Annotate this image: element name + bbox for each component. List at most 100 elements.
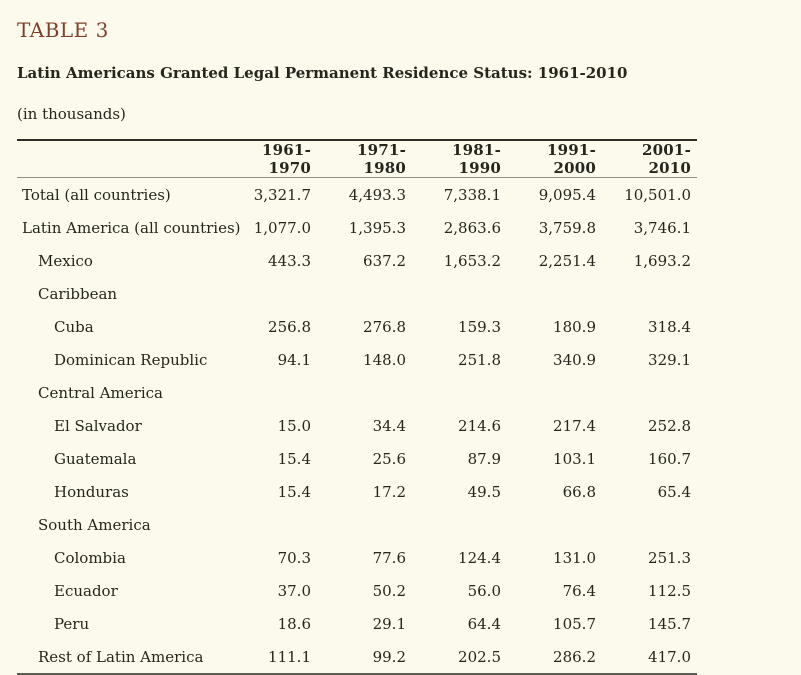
cell-value: 77.6 [372, 548, 406, 567]
cell-value: 180.9 [553, 317, 596, 336]
cell-value: 340.9 [553, 350, 596, 369]
column-header-2001-2010: 2001-2010 [602, 140, 697, 178]
cell-value: 15.4 [277, 482, 311, 501]
row-label: Ecuador [54, 581, 118, 600]
header-row: 1961-1970 1971-1980 1981-1990 1991-2000 … [17, 140, 697, 178]
cell-value: 18.6 [277, 614, 311, 633]
cell-value [602, 508, 697, 541]
cell-value: 3,746.1 [633, 218, 691, 237]
cell-value: 50.2 [372, 581, 406, 600]
cell-value: 637.2 [363, 251, 406, 270]
row-label: Peru [54, 614, 90, 633]
row-label: Colombia [54, 548, 126, 567]
table-row: Latin America (all countries) 1,077.0 1,39… [17, 211, 697, 244]
cell-value: 2,863.6 [443, 218, 501, 237]
row-label: Dominican Republic [54, 350, 208, 369]
cell-value: 1,653.2 [443, 251, 501, 270]
row-label: Latin America (all countries) [22, 218, 241, 237]
cell-value: 34.4 [372, 416, 406, 435]
table-subtitle: (in thousands) [17, 105, 126, 123]
cell-value [507, 277, 602, 310]
cell-value: 66.8 [562, 482, 596, 501]
cell-value [222, 376, 317, 409]
table-row: Total (all countries) 3,321.7 4,493.3 7,338… [17, 178, 697, 212]
row-label: Total (all countries) [22, 185, 171, 204]
cell-value: 443.3 [268, 251, 311, 270]
cell-value: 1,693.2 [633, 251, 691, 270]
cell-value: 286.2 [553, 647, 596, 666]
cell-value [507, 508, 602, 541]
table-row: Honduras 15.4 17.2 49.5 66.8 65.4 [17, 475, 697, 508]
cell-value: 7,338.1 [443, 185, 501, 204]
table-row: Caribbean [17, 277, 697, 310]
cell-value: 17.2 [372, 482, 406, 501]
table-row: Colombia 70.3 77.6 124.4 131.0 251.3 [17, 541, 697, 574]
cell-value [412, 277, 507, 310]
cell-value: 4,493.3 [348, 185, 406, 204]
cell-value: 103.1 [553, 449, 596, 468]
cell-value: 3,759.8 [538, 218, 596, 237]
row-label: South America [38, 515, 151, 534]
cell-value: 2,251.4 [538, 251, 596, 270]
cell-value: 56.0 [467, 581, 501, 600]
cell-value: 217.4 [553, 416, 596, 435]
cell-value: 15.4 [277, 449, 311, 468]
cell-value [602, 376, 697, 409]
cell-value: 145.7 [648, 614, 691, 633]
column-header-1991-2000: 1991-2000 [507, 140, 602, 178]
table-row: Mexico 443.3 637.2 1,653.2 2,251.4 1,693.2 [17, 244, 697, 277]
cell-value: 148.0 [363, 350, 406, 369]
column-header-blank [17, 140, 222, 178]
row-label: Mexico [38, 251, 93, 270]
column-header-1961-1970: 1961-1970 [222, 140, 317, 178]
table-row: Peru 18.6 29.1 64.4 105.7 145.7 [17, 607, 697, 640]
cell-value: 105.7 [553, 614, 596, 633]
table-row: El Salvador 15.0 34.4 214.6 217.4 252.8 [17, 409, 697, 442]
cell-value: 159.3 [458, 317, 501, 336]
cell-value: 417.0 [648, 647, 691, 666]
cell-value [317, 508, 412, 541]
cell-value [317, 376, 412, 409]
cell-value [412, 376, 507, 409]
cell-value: 3,321.7 [253, 185, 311, 204]
cell-value: 131.0 [553, 548, 596, 567]
cell-value: 99.2 [372, 647, 406, 666]
cell-value: 251.3 [648, 548, 691, 567]
row-label: Guatemala [54, 449, 137, 468]
cell-value [507, 376, 602, 409]
table-label: TABLE 3 [17, 18, 109, 42]
cell-value [222, 277, 317, 310]
cell-value: 276.8 [363, 317, 406, 336]
cell-value: 94.1 [277, 350, 311, 369]
cell-value: 87.9 [467, 449, 501, 468]
cell-value: 318.4 [648, 317, 691, 336]
cell-value: 111.1 [268, 647, 311, 666]
row-label: Cuba [54, 317, 94, 336]
cell-value: 49.5 [467, 482, 501, 501]
cell-value: 64.4 [467, 614, 501, 633]
row-label: Central America [38, 383, 163, 402]
cell-value: 9,095.4 [538, 185, 596, 204]
cell-value: 15.0 [277, 416, 311, 435]
cell-value: 160.7 [648, 449, 691, 468]
table-row: Cuba 256.8 276.8 159.3 180.9 318.4 [17, 310, 697, 343]
cell-value: 29.1 [372, 614, 406, 633]
table-row: Central America [17, 376, 697, 409]
cell-value: 252.8 [648, 416, 691, 435]
cell-value [317, 277, 412, 310]
cell-value: 1,077.0 [253, 218, 311, 237]
column-header-1981-1990: 1981-1990 [412, 140, 507, 178]
cell-value: 251.8 [458, 350, 501, 369]
table-row: Rest of Latin America 111.1 99.2 202.5 286.2… [17, 640, 697, 674]
table-row: Ecuador 37.0 50.2 56.0 76.4 112.5 [17, 574, 697, 607]
table-body: Total (all countries) 3,321.7 4,493.3 7,338… [17, 178, 697, 675]
cell-value: 65.4 [657, 482, 691, 501]
row-label: El Salvador [54, 416, 142, 435]
cell-value [412, 508, 507, 541]
table-row: South America [17, 508, 697, 541]
cell-value: 112.5 [648, 581, 691, 600]
column-header-1971-1980: 1971-1980 [317, 140, 412, 178]
table-row: Dominican Republic 94.1 148.0 251.8 340.9 329… [17, 343, 697, 376]
cell-value: 124.4 [458, 548, 501, 567]
